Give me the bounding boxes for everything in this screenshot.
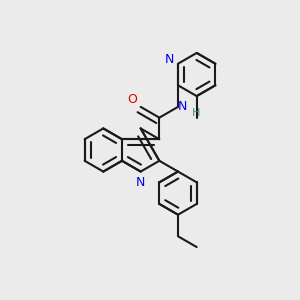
- Text: N: N: [178, 100, 187, 113]
- Text: H: H: [191, 108, 200, 118]
- Text: O: O: [127, 93, 137, 106]
- Text: N: N: [136, 176, 145, 189]
- Text: N: N: [164, 53, 174, 66]
